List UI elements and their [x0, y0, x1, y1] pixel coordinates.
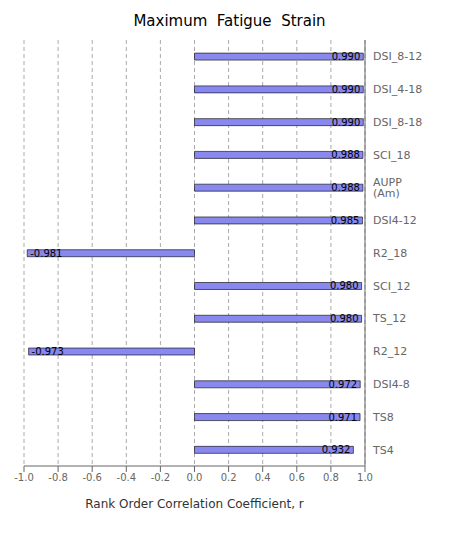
svg-text:0.0: 0.0 [187, 472, 203, 483]
svg-text:-0.2: -0.2 [151, 472, 171, 483]
svg-text:SCI_18: SCI_18 [373, 149, 410, 162]
svg-text:0.971: 0.971 [328, 412, 357, 423]
svg-text:DSI4-12: DSI4-12 [373, 214, 417, 227]
svg-text:0.980: 0.980 [330, 313, 359, 324]
svg-text:-0.4: -0.4 [117, 472, 137, 483]
svg-text:0.990: 0.990 [332, 117, 361, 128]
svg-text:-0.973: -0.973 [32, 346, 64, 357]
svg-text:0.4: 0.4 [255, 472, 271, 483]
svg-text:SCI_12: SCI_12 [373, 280, 410, 293]
svg-text:0.990: 0.990 [332, 51, 361, 62]
svg-text:0.985: 0.985 [331, 215, 360, 226]
svg-text:DSI_4-18: DSI_4-18 [373, 83, 422, 96]
svg-text:TS8: TS8 [372, 411, 394, 424]
svg-text:0.932: 0.932 [322, 444, 351, 455]
svg-text:DSI_8-12: DSI_8-12 [373, 50, 422, 63]
svg-text:Rank Order Correlation Coeffic: Rank Order Correlation Coefficient, r [85, 497, 304, 511]
svg-text:0.2: 0.2 [221, 472, 237, 483]
svg-text:1.0: 1.0 [357, 472, 373, 483]
svg-text:R2_18: R2_18 [373, 247, 407, 260]
svg-text:0.988: 0.988 [331, 182, 360, 193]
html-text:Maximum Fatigue Strain: Maximum Fatigue Strain [133, 12, 326, 30]
svg-text:0.980: 0.980 [330, 280, 359, 291]
svg-text:-0.8: -0.8 [48, 472, 68, 483]
svg-text:R2_12: R2_12 [373, 345, 407, 358]
svg-text:0.988: 0.988 [331, 149, 360, 160]
svg-text:DSI4-8: DSI4-8 [373, 378, 410, 391]
svg-text:DSI_8-18: DSI_8-18 [373, 116, 422, 129]
svg-text:0.6: 0.6 [289, 472, 305, 483]
svg-text:-0.981: -0.981 [30, 248, 62, 259]
svg-text:-0.6: -0.6 [82, 472, 102, 483]
svg-text:TS_12: TS_12 [372, 312, 406, 325]
svg-text:0.8: 0.8 [323, 472, 339, 483]
svg-text:0.972: 0.972 [329, 379, 358, 390]
svg-text:TS4: TS4 [372, 444, 394, 457]
svg-text:0.990: 0.990 [332, 84, 361, 95]
svg-text:AUPP(Am): AUPP(Am) [373, 176, 402, 200]
svg-text:-1.0: -1.0 [14, 472, 34, 483]
